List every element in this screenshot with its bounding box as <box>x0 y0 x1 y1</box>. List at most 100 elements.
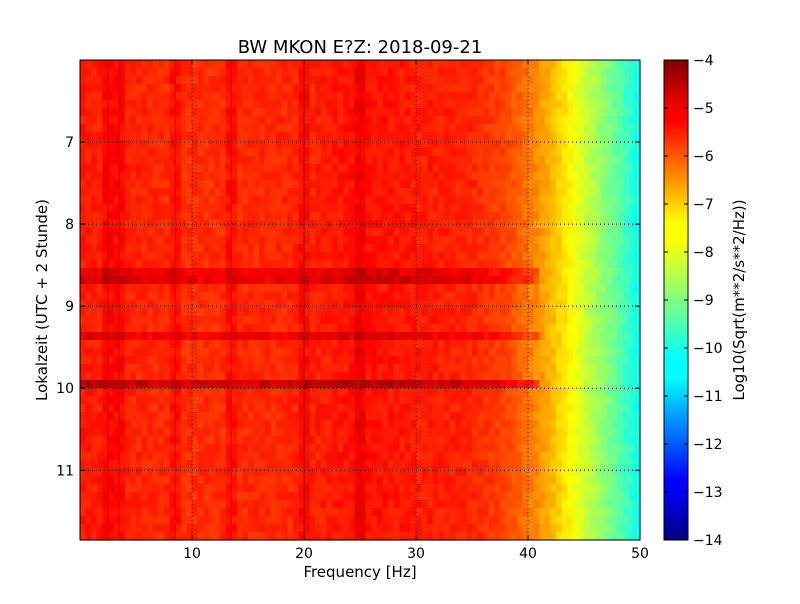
heatmap-cell <box>528 396 535 405</box>
heatmap-cell <box>158 188 165 197</box>
heatmap-cell <box>466 220 473 229</box>
heatmap-cell <box>96 68 103 77</box>
heatmap-cell <box>259 364 266 373</box>
heatmap-cell <box>421 396 428 405</box>
heatmap-cell <box>136 316 143 325</box>
heatmap-cell <box>365 292 372 301</box>
heatmap-cell <box>220 156 227 165</box>
heatmap-cell <box>281 76 288 85</box>
heatmap-cell <box>410 76 417 85</box>
heatmap-cell <box>393 276 400 285</box>
heatmap-cell <box>388 364 395 373</box>
heatmap-cell <box>416 100 423 109</box>
heatmap-cell <box>276 452 283 461</box>
heatmap-cell <box>192 388 199 397</box>
heatmap-cell <box>449 364 456 373</box>
heatmap-cell <box>253 164 260 173</box>
heatmap-cell <box>600 428 607 437</box>
heatmap-cell <box>444 212 451 221</box>
heatmap-cell <box>236 116 243 125</box>
heatmap-cell <box>472 452 479 461</box>
heatmap-cell <box>416 444 423 453</box>
heatmap-cell <box>231 108 238 117</box>
heatmap-cell <box>242 324 249 333</box>
heatmap-cell <box>214 236 221 245</box>
heatmap-cell <box>108 84 115 93</box>
heatmap-cell <box>544 428 551 437</box>
heatmap-cell <box>197 92 204 101</box>
heatmap-cell <box>617 268 624 277</box>
heatmap-cell <box>298 268 305 277</box>
heatmap-cell <box>410 92 417 101</box>
heatmap-cell <box>393 372 400 381</box>
heatmap-cell <box>124 292 131 301</box>
heatmap-cell <box>522 428 529 437</box>
heatmap-cell <box>595 396 602 405</box>
heatmap-cell <box>494 172 501 181</box>
heatmap-cell <box>404 412 411 421</box>
heatmap-cell <box>617 412 624 421</box>
heatmap-cell <box>382 188 389 197</box>
heatmap-cell <box>326 428 333 437</box>
heatmap-cell <box>500 132 507 141</box>
heatmap-cell <box>516 260 523 269</box>
heatmap-cell <box>388 380 395 389</box>
heatmap-cell <box>567 412 574 421</box>
heatmap-cell <box>236 172 243 181</box>
heatmap-cell <box>427 348 434 357</box>
heatmap-cell <box>628 84 635 93</box>
heatmap-cell <box>617 356 624 365</box>
heatmap-cell <box>348 444 355 453</box>
heatmap-cell <box>225 300 232 309</box>
heatmap-cell <box>152 76 159 85</box>
heatmap-cell <box>315 244 322 253</box>
heatmap-cell <box>214 356 221 365</box>
heatmap-cell <box>141 300 148 309</box>
heatmap-cell <box>147 116 154 125</box>
heatmap-cell <box>80 444 87 453</box>
heatmap-cell <box>147 236 154 245</box>
heatmap-cell <box>276 276 283 285</box>
heatmap-cell <box>180 76 187 85</box>
heatmap-cell <box>511 76 518 85</box>
heatmap-cell <box>360 436 367 445</box>
heatmap-cell <box>309 68 316 77</box>
heatmap-cell <box>180 300 187 309</box>
heatmap-cell <box>320 76 327 85</box>
heatmap-cell <box>449 348 456 357</box>
heatmap-cell <box>102 300 109 309</box>
heatmap-cell <box>354 148 361 157</box>
heatmap-cell <box>136 444 143 453</box>
heatmap-cell <box>276 340 283 349</box>
heatmap-cell <box>494 452 501 461</box>
heatmap-cell <box>91 380 98 389</box>
heatmap-cell <box>567 372 574 381</box>
heatmap-cell <box>360 412 367 421</box>
heatmap-cell <box>186 180 193 189</box>
heatmap-cell <box>85 68 92 77</box>
heatmap-cell <box>516 428 523 437</box>
heatmap-cell <box>606 452 613 461</box>
heatmap-cell <box>259 180 266 189</box>
heatmap-cell <box>158 76 165 85</box>
heatmap-cell <box>578 412 585 421</box>
heatmap-cell <box>410 340 417 349</box>
heatmap-cell <box>236 84 243 93</box>
heatmap-cell <box>91 284 98 293</box>
heatmap-cell <box>208 84 215 93</box>
heatmap-cell <box>292 252 299 261</box>
heatmap-cell <box>528 388 535 397</box>
heatmap-cell <box>136 228 143 237</box>
heatmap-cell <box>516 292 523 301</box>
heatmap-cell <box>421 372 428 381</box>
heatmap-cell <box>544 220 551 229</box>
heatmap-cell <box>393 108 400 117</box>
heatmap-cell <box>382 132 389 141</box>
heatmap-cell <box>544 356 551 365</box>
heatmap-cell <box>589 116 596 125</box>
heatmap-cell <box>556 180 563 189</box>
heatmap-cell <box>416 276 423 285</box>
heatmap-cell <box>628 252 635 261</box>
heatmap-cell <box>315 428 322 437</box>
heatmap-cell <box>376 348 383 357</box>
